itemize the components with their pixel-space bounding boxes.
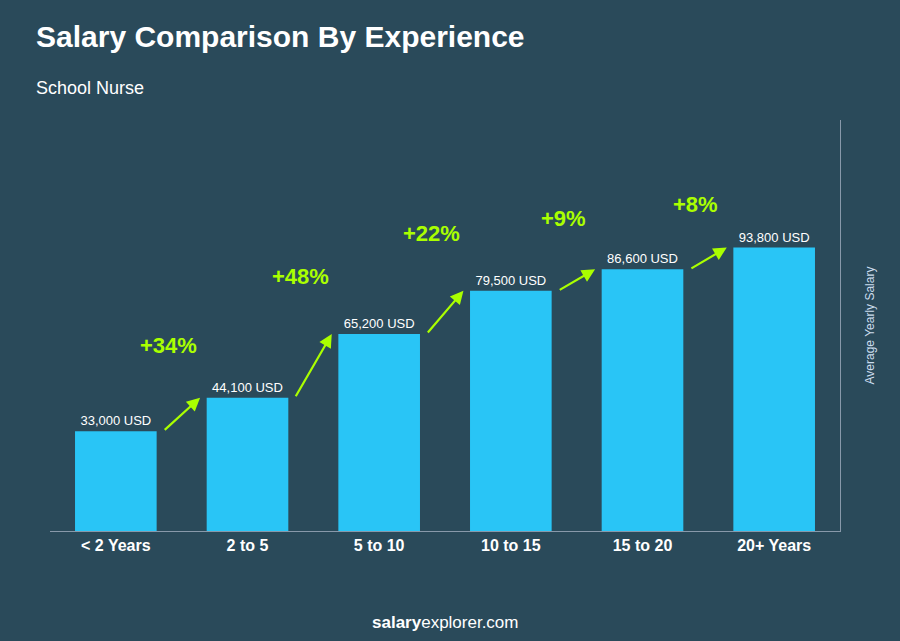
svg-text:44,100 USD: 44,100 USD xyxy=(212,380,283,395)
svg-text:65,200 USD: 65,200 USD xyxy=(344,316,415,331)
svg-text:20+ Years: 20+ Years xyxy=(737,537,811,554)
svg-text:salaryexplorer.com: salaryexplorer.com xyxy=(372,613,519,632)
svg-text:+8%: +8% xyxy=(673,192,718,217)
svg-text:+9%: +9% xyxy=(541,206,586,231)
svg-text:Salary Comparison By Experienc: Salary Comparison By Experience xyxy=(36,20,525,53)
svg-text:86,600 USD: 86,600 USD xyxy=(607,251,678,266)
svg-text:+48%: +48% xyxy=(272,264,329,289)
svg-text:< 2 Years: < 2 Years xyxy=(81,537,151,554)
svg-text:15 to 20: 15 to 20 xyxy=(613,537,673,554)
svg-text:79,500 USD: 79,500 USD xyxy=(475,273,546,288)
svg-text:Average Yearly Salary: Average Yearly Salary xyxy=(863,267,877,385)
svg-text:+34%: +34% xyxy=(140,333,197,358)
svg-text:+22%: +22% xyxy=(403,221,460,246)
svg-text:2 to 5: 2 to 5 xyxy=(227,537,269,554)
svg-text:School Nurse: School Nurse xyxy=(36,78,144,98)
svg-text:10 to 15: 10 to 15 xyxy=(481,537,541,554)
svg-text:93,800 USD: 93,800 USD xyxy=(739,230,810,245)
svg-text:33,000 USD: 33,000 USD xyxy=(80,413,151,428)
svg-text:5 to 10: 5 to 10 xyxy=(354,537,405,554)
